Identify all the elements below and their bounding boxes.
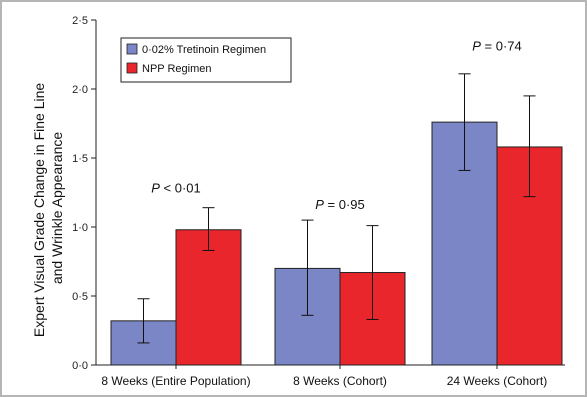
legend-box [120,37,292,83]
legend-swatch-npp [126,62,138,74]
plot-area: 0·0 0·5 1·0 1·5 2·0 2·5 8 Weeks (Entire Popula… [72,15,565,388]
x-tick-label: 8 Weeks (Entire Population) [101,374,250,388]
x-tick-label: 8 Weeks (Cohort) [293,374,387,388]
y-axis-title: Expert Visual Grade Change in Fine Line … [31,79,65,337]
legend-label-npp: NPP Regimen [142,63,212,75]
y-tick-label: 2·5 [72,15,88,27]
legend-swatch-tretinoin [126,43,138,55]
y-tick-label: 2·0 [72,84,88,96]
y-tick-label: 0·5 [72,291,88,303]
y-tick-label: 1·5 [72,153,88,165]
y-axis-title-line-2: and Wrinkle Appearance [49,132,65,284]
p-value-annotation: P < 0·01 [151,181,201,196]
x-tick-label: 24 Weeks (Cohort) [447,374,547,388]
legend-label-tretinoin: 0·02% Tretinoin Regimen [142,44,266,56]
y-axis-title-line-1: Expert Visual Grade Change in Fine Line [31,83,47,337]
legend: 0·02% Tretinoin Regimen NPP Regimen [120,37,292,83]
y-tick-label: 0·0 [72,360,88,372]
p-value-annotation: P = 0·74 [472,38,522,53]
p-value-annotation: P = 0·95 [315,197,365,212]
y-tick-label: 1·0 [72,222,88,234]
